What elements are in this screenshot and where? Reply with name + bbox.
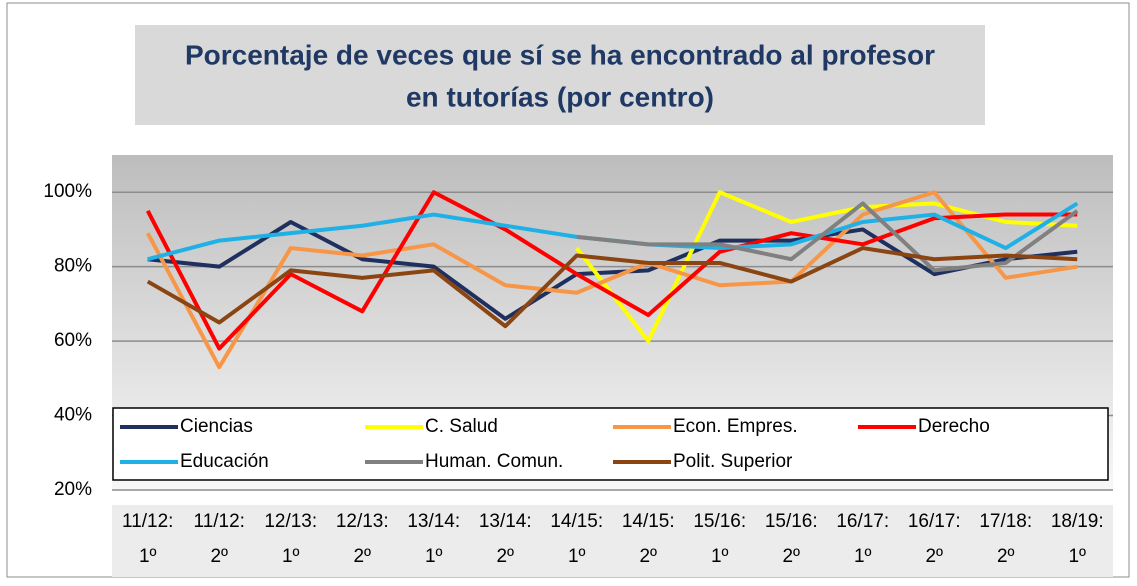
legend-label: Econ. Empres. bbox=[673, 416, 798, 437]
legend-label: Derecho bbox=[918, 416, 990, 437]
x-tick-label: 14/15: 2º bbox=[622, 511, 675, 567]
y-tick-label: 80% bbox=[54, 256, 92, 277]
series-line bbox=[145, 190, 1078, 370]
x-tick-label: 12/13: 1º bbox=[264, 511, 317, 567]
x-tick-label: 11/12: 2º bbox=[194, 511, 245, 567]
x-tick-label: 16/17: 1º bbox=[836, 511, 889, 567]
x-tick-label: 11/12: 1º bbox=[122, 511, 173, 567]
legend-label: Human. Comun. bbox=[425, 451, 563, 472]
series-line bbox=[146, 246, 1078, 329]
y-tick-label: 100% bbox=[43, 181, 92, 202]
legend-label: Educación bbox=[180, 451, 269, 472]
series-line bbox=[576, 201, 1079, 273]
y-tick-label: 60% bbox=[54, 330, 92, 351]
title-box bbox=[135, 25, 985, 125]
x-tick-label: 17/18: 2º bbox=[979, 511, 1032, 567]
series-line bbox=[575, 190, 1078, 344]
x-tick-label: 18/19: 1º bbox=[1051, 511, 1104, 567]
y-tick-label: 20% bbox=[54, 479, 92, 500]
series-line bbox=[147, 220, 1078, 321]
x-tick-label: 13/14: 2º bbox=[479, 511, 532, 567]
x-tick-label: 15/16: 1º bbox=[693, 511, 746, 567]
legend-label: Ciencias bbox=[180, 416, 253, 437]
category-band bbox=[112, 505, 1113, 577]
chart-title: Porcentaje de veces que sí se ha encontr… bbox=[185, 39, 935, 70]
y-tick-label: 40% bbox=[54, 405, 92, 426]
series-line bbox=[145, 190, 1078, 351]
legend-label: Polit. Superior bbox=[673, 451, 793, 472]
x-tick-label: 13/14: 1º bbox=[407, 511, 460, 567]
x-tick-label: 16/17: 2º bbox=[908, 511, 961, 567]
chart-title: en tutorías (por centro) bbox=[406, 81, 714, 112]
x-tick-label: 12/13: 2º bbox=[336, 511, 389, 567]
x-tick-label: 14/15: 1º bbox=[550, 511, 603, 567]
legend-label: C. Salud bbox=[425, 416, 498, 437]
legend-box bbox=[112, 407, 1109, 481]
x-tick-label: 15/16: 2º bbox=[765, 511, 818, 567]
